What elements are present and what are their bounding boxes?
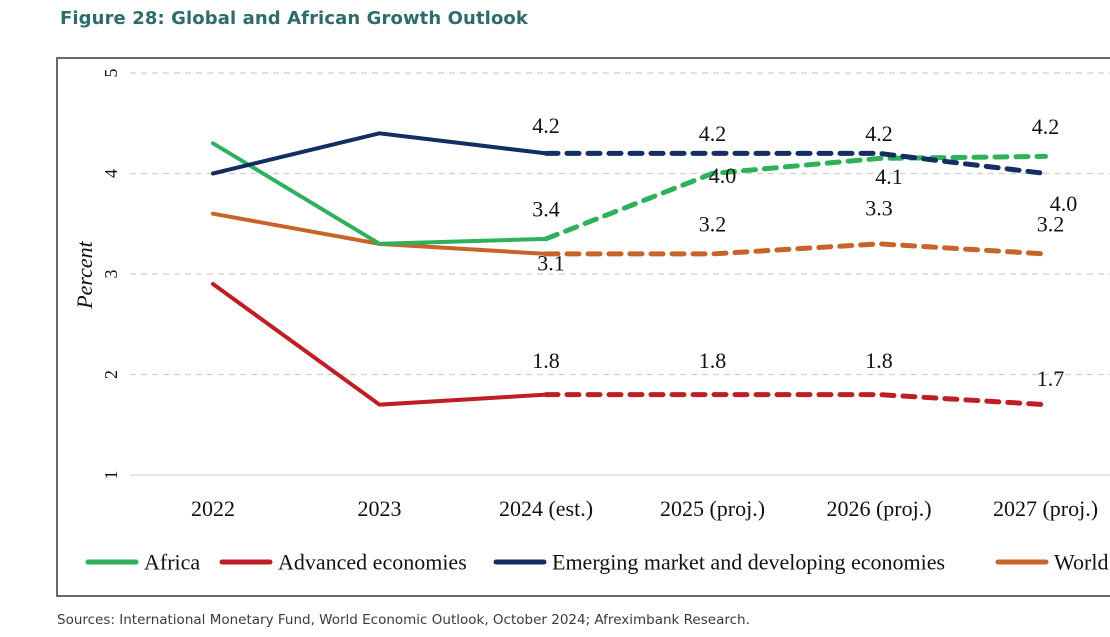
x-tick-label: 2023: [358, 496, 402, 521]
data-label: 1.8: [532, 348, 560, 373]
y-tick-label: 2: [101, 370, 121, 379]
y-axis-ticks: 1 2 3 4 5: [101, 69, 121, 480]
series-line-projection: [543, 392, 1048, 408]
legend-label: World: [1054, 550, 1108, 575]
data-label: 4.2: [865, 121, 893, 146]
data-label: 3.2: [699, 211, 727, 236]
data-label: 3.1: [537, 250, 565, 275]
data-label: 4.0: [1050, 191, 1078, 216]
data-labels: 3.4 4.0 4.1 4.2 1.8 1.8 1.8 1.7 4.2 4.2 4.2 4.0 3.1 3…: [532, 113, 1077, 391]
data-label: 4.0: [709, 163, 737, 188]
y-tick-label: 1: [101, 471, 121, 480]
y-axis-label: Percent: [72, 240, 97, 309]
legend-label: Advanced economies: [278, 550, 467, 575]
x-axis-ticks: 2022 2023 2024 (est.) 2025 (proj.) 2026 (pro…: [191, 496, 1098, 521]
series-line-actual: [211, 131, 548, 176]
series-line-projection: [543, 150, 1048, 176]
series-line-actual: [211, 141, 548, 246]
figure-title: Figure 28: Global and African Growth Out…: [60, 8, 528, 29]
x-tick-label: 2024 (est.): [499, 496, 593, 521]
y-tick-label: 4: [101, 169, 121, 178]
y-tick-label: 5: [101, 69, 121, 78]
data-label: 3.3: [865, 195, 893, 220]
data-label: 3.2: [1037, 211, 1065, 236]
data-label: 4.2: [699, 121, 727, 146]
source-note: Sources: International Monetary Fund, Wo…: [57, 612, 750, 628]
gridlines: [130, 72, 1110, 476]
x-tick-label: 2027 (proj.): [993, 496, 1098, 521]
x-tick-label: 2022: [191, 496, 235, 521]
legend-label: Africa: [144, 550, 200, 575]
data-label: 4.2: [532, 113, 560, 138]
x-tick-label: 2025 (proj.): [660, 496, 765, 521]
series-line-actual: [211, 211, 548, 256]
data-label: 1.8: [699, 348, 727, 373]
data-label: 1.7: [1037, 366, 1065, 391]
legend: Africa Advanced economies Emerging market …: [85, 550, 1108, 575]
data-label: 1.8: [865, 348, 893, 373]
x-tick-label: 2026 (proj.): [826, 496, 931, 521]
series-lines: [211, 131, 1048, 408]
series-line-projection: [543, 241, 1048, 257]
chart-frame: [56, 57, 1110, 597]
data-label: 4.1: [875, 164, 903, 189]
data-label: 3.4: [532, 196, 560, 221]
legend-label: Emerging market and developing economies: [552, 550, 945, 575]
series-line-actual: [211, 282, 548, 407]
y-tick-label: 3: [101, 270, 121, 279]
series-line-projection: [543, 153, 1048, 242]
data-label: 4.2: [1032, 114, 1060, 139]
